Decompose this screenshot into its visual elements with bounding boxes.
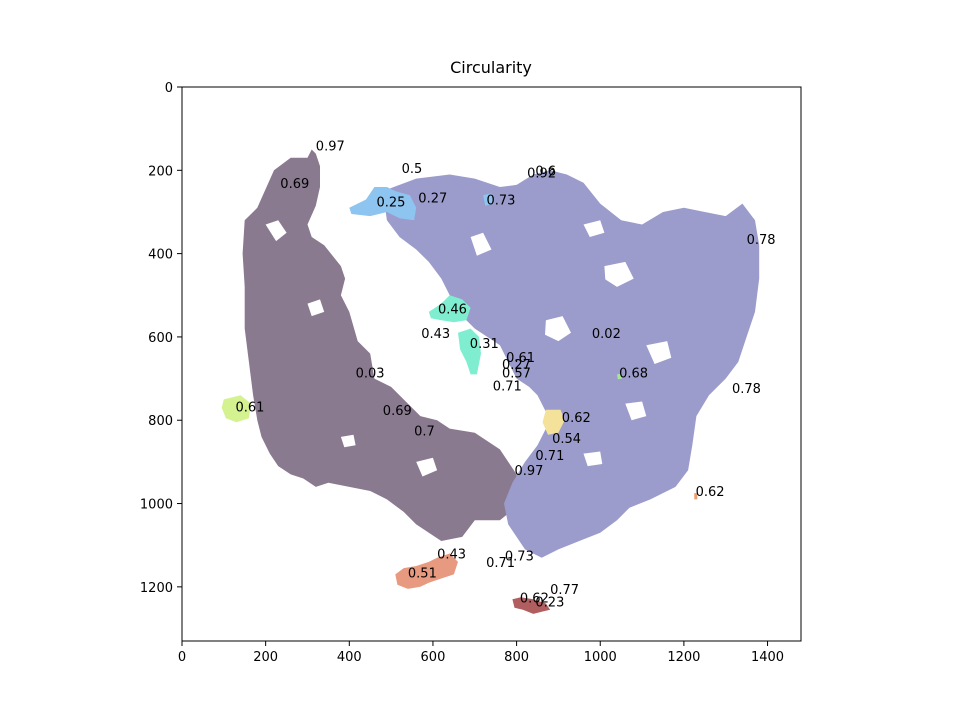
x-tick-label: 800 xyxy=(504,650,529,665)
region-teal-upper xyxy=(428,295,471,323)
region-cyan-small xyxy=(483,193,494,206)
annotation-label: 0.71 xyxy=(493,380,522,395)
annotation-label: 0.69 xyxy=(383,404,412,419)
annotation-label: 0.23 xyxy=(535,595,564,610)
x-tick-label: 400 xyxy=(337,650,362,665)
annotation-label: 0.6 xyxy=(535,164,556,179)
regions-layer xyxy=(221,149,760,614)
annotation-label: 0.78 xyxy=(747,233,776,248)
y-tick-label: 1000 xyxy=(140,498,173,513)
annotation-label: 0.46 xyxy=(438,303,467,318)
annotation-label: 0.78 xyxy=(732,382,761,397)
region-tiny-orange xyxy=(694,493,698,500)
annotation-label: 0.7 xyxy=(414,425,435,440)
x-tick-label: 0 xyxy=(178,650,186,665)
annotation-label: 0.5 xyxy=(402,162,423,177)
annotation-label: 0.43 xyxy=(421,327,450,342)
annotation-label: 0.27 xyxy=(502,358,531,373)
annotation-label: 0.62 xyxy=(520,591,549,606)
y-tick-label: 600 xyxy=(148,331,173,346)
annotation-label: 0.62 xyxy=(696,485,725,500)
annotation-label: 0.97 xyxy=(515,464,544,479)
annotations-layer: 0.97 0.69 0.5 0.60.92 0.25 0.27 0.73 0.78 0.46 0.… xyxy=(236,139,776,610)
annotation-label: 0.61 xyxy=(506,351,535,366)
annotation-label: 0.68 xyxy=(619,366,648,381)
region-small-green xyxy=(617,373,622,380)
annotation-label: 0.97 xyxy=(316,139,345,154)
annotation-label: 0.25 xyxy=(377,196,406,211)
annotation-label: 0.02 xyxy=(592,327,621,342)
chart-title: Circularity xyxy=(450,58,532,77)
y-tick-label: 200 xyxy=(148,164,173,179)
region-yellow xyxy=(542,409,565,435)
annotation-label: 0.69 xyxy=(280,177,309,192)
region-teal-lower xyxy=(458,328,481,375)
y-tick-label: 1200 xyxy=(140,581,173,596)
annotation-label: 0.51 xyxy=(408,566,437,581)
annotation-label: 0.71 xyxy=(535,449,564,464)
annotation-label: 0.31 xyxy=(470,337,499,352)
annotation-label: 0.92 xyxy=(527,166,556,181)
region-cyan-top xyxy=(349,187,417,221)
annotation-label: 0.27 xyxy=(418,191,447,206)
y-tick-label: 0 xyxy=(165,81,173,96)
x-tick-label: 1400 xyxy=(751,650,784,665)
annotation-label: 0.71 xyxy=(486,556,515,571)
y-tick-label: 800 xyxy=(148,414,173,429)
x-tick-label: 1200 xyxy=(667,650,700,665)
annotation-label: 0.77 xyxy=(550,583,579,598)
annotation-label: 0.54 xyxy=(552,432,581,447)
x-tick-label: 1000 xyxy=(584,650,617,665)
annotation-label: 0.61 xyxy=(236,401,265,416)
annotation-label: 0.62 xyxy=(562,411,591,426)
region-large-right xyxy=(382,170,760,558)
annotation-label: 0.73 xyxy=(505,550,534,565)
region-orange-lower xyxy=(395,553,458,589)
annotation-label: 0.03 xyxy=(356,366,385,381)
region-green-left xyxy=(221,395,251,423)
region-dark-red-bottom xyxy=(512,597,551,614)
x-axis: 0 200 400 600 800 1000 1200 1400 xyxy=(178,641,784,665)
y-axis: 0 200 400 600 800 1000 1200 xyxy=(140,81,182,596)
x-tick-label: 600 xyxy=(421,650,446,665)
annotation-label: 0.73 xyxy=(487,194,516,209)
annotation-label: 0.57 xyxy=(502,366,531,381)
region-large-left xyxy=(242,149,521,541)
x-tick-label: 200 xyxy=(253,650,278,665)
annotation-label: 0.43 xyxy=(437,548,466,563)
plot-frame xyxy=(181,86,802,642)
y-tick-label: 400 xyxy=(148,248,173,263)
